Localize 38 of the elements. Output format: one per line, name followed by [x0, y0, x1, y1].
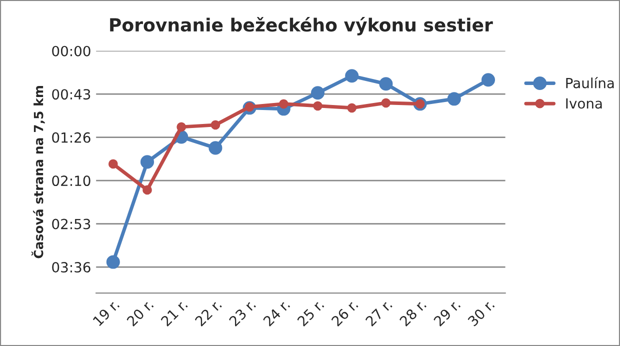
- x-tick-label: 22 r.: [194, 299, 222, 327]
- y-axis-title: Časová strana na 7,5 km: [31, 86, 45, 258]
- x-tick-label: 28 r.: [399, 299, 427, 327]
- point: [140, 155, 154, 169]
- y-tick-label: 00:00: [52, 46, 90, 56]
- point: [106, 255, 120, 269]
- point: [313, 101, 322, 111]
- point: [208, 141, 222, 155]
- point: [447, 92, 461, 106]
- x-tick-label: 20 r.: [126, 299, 154, 327]
- legend-label: Paulína: [566, 76, 614, 88]
- point: [210, 120, 220, 130]
- x-tick-label: 30 r.: [467, 299, 495, 327]
- chart-title: Porovnanie bežeckého výkonu sestier: [110, 16, 493, 36]
- point: [142, 185, 152, 195]
- y-tick-label: 00:43: [52, 89, 90, 100]
- point: [108, 159, 118, 169]
- point: [381, 98, 391, 108]
- point: [347, 103, 357, 113]
- y-tick-label: 02:53: [52, 218, 90, 230]
- point: [278, 99, 288, 109]
- point: [176, 122, 186, 132]
- point: [481, 73, 496, 87]
- x-tick-label: 29 r.: [433, 299, 461, 327]
- y-tick-label: 02:10: [52, 176, 90, 186]
- x-tick-label: 21 r.: [160, 299, 188, 327]
- legend-label: Ivona: [566, 98, 602, 109]
- x-tick-label: 25 r.: [296, 299, 324, 327]
- point: [345, 69, 359, 83]
- y-tick-label: 03:36: [52, 262, 90, 273]
- point: [310, 86, 325, 100]
- y-tick-label: 01:26: [52, 132, 90, 143]
- x-tick-label: 27 r.: [364, 299, 392, 327]
- x-tick-label: 26 r.: [330, 299, 358, 327]
- x-tick-label: 19 r.: [92, 299, 120, 326]
- x-tick-label: 24 r.: [262, 299, 290, 327]
- x-tick-label: 23 r.: [228, 299, 256, 327]
- point: [379, 77, 393, 91]
